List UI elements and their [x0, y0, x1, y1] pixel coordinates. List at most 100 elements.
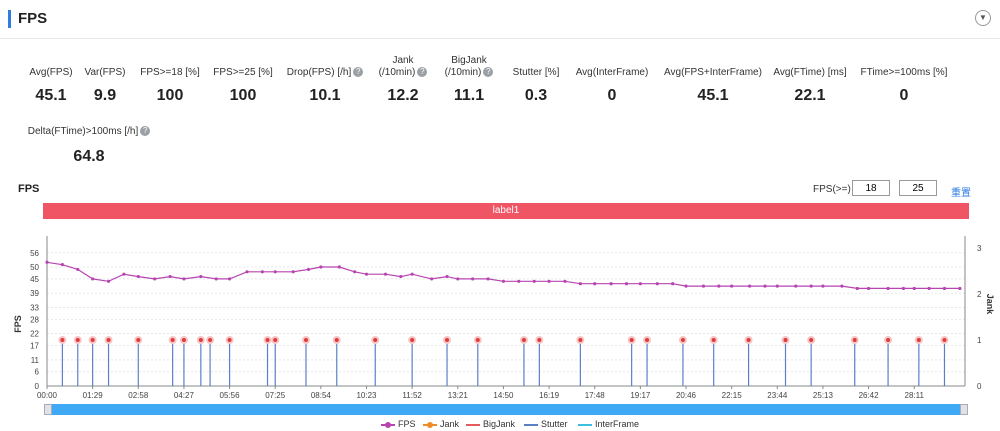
y-axis-left: 0 6 11 17 22 28 33 39 45 50 56: [30, 249, 39, 391]
fps-point: [901, 286, 906, 291]
fps-point: [273, 270, 277, 274]
fps-point: [547, 279, 551, 283]
legend-jank[interactable]: Jank: [423, 419, 459, 429]
metric-value: 0: [899, 87, 909, 104]
fps-point: [106, 279, 111, 283]
slider-handle-right[interactable]: [960, 404, 968, 415]
legend-fps[interactable]: FPS: [381, 419, 416, 429]
y-axis-right: 0 1 2 3: [977, 244, 982, 391]
metric-fps-25: FPS>=25 [%] 100: [208, 67, 278, 105]
help-icon[interactable]: ?: [483, 67, 494, 78]
x-tick-label: 11:52: [402, 391, 422, 400]
metric-value: 9.9: [93, 87, 117, 104]
legend-label: FPS: [398, 419, 416, 429]
x-tick-label: 25:13: [813, 391, 834, 400]
x-tick-label: 10:23: [356, 391, 377, 400]
jank-point: [410, 338, 415, 342]
legend-label: Jank: [440, 419, 460, 429]
jank-point: [90, 338, 95, 342]
fps-point: [445, 274, 449, 279]
jank-point: [680, 338, 685, 342]
fps-threshold-input-2[interactable]: [899, 180, 937, 196]
legend-bigjank[interactable]: BigJank: [466, 419, 515, 429]
time-range-slider[interactable]: [44, 404, 968, 415]
jank-point: [265, 338, 270, 342]
x-tick-label: 01:29: [83, 391, 104, 400]
jank-point: [170, 338, 175, 342]
jank-point: [629, 338, 634, 342]
fps-point: [182, 277, 186, 281]
chevron-down-icon[interactable]: ▼: [975, 10, 991, 26]
help-icon[interactable]: ?: [140, 126, 151, 137]
fps-point: [958, 286, 962, 291]
fps-threshold-input-1[interactable]: [852, 180, 890, 196]
fps-point: [886, 286, 890, 291]
fps-point: [399, 274, 403, 279]
fps-point: [122, 272, 126, 276]
x-tick-label: 26:42: [859, 391, 880, 400]
metric-value: 45.1: [35, 87, 67, 104]
jank-point: [106, 338, 111, 342]
fps-point: [153, 277, 157, 281]
jank-point: [136, 338, 141, 342]
x-tick-label: 19:17: [630, 391, 651, 400]
fps-point: [291, 270, 295, 274]
fps-point: [942, 286, 947, 291]
fps-point: [638, 282, 642, 286]
legend-stutter[interactable]: Stutter: [524, 419, 568, 429]
fps-point: [168, 274, 172, 279]
metric-value: 100: [229, 87, 257, 104]
x-tick-label: 28:11: [905, 391, 925, 400]
legend-interframe[interactable]: InterFrame: [578, 419, 639, 429]
metric-value: 12.2: [387, 87, 419, 104]
metric-value: 11.1: [453, 87, 485, 104]
fps-point: [730, 284, 734, 288]
y-tick-label: 11: [31, 356, 40, 365]
metric-label-line2: (/10min): [378, 67, 416, 78]
y-tick-label: 0: [35, 382, 40, 391]
help-icon[interactable]: ?: [417, 67, 428, 78]
metric-label: FPS>=25 [%]: [213, 67, 273, 78]
slider-handle-left[interactable]: [44, 404, 52, 415]
panel-header: FPS ▼: [0, 0, 1000, 39]
metric-value: 22.1: [794, 87, 826, 104]
y-tick-label: 17: [30, 342, 39, 351]
fps-point: [260, 270, 264, 274]
legend-swatch: [524, 423, 538, 426]
legend-label: InterFrame: [595, 419, 640, 429]
fps-point: [319, 265, 323, 269]
metric-value: 10.1: [309, 87, 341, 104]
help-icon[interactable]: ?: [353, 67, 364, 78]
fps-point: [578, 282, 582, 286]
metric-label: Avg(FTime) [ms]: [773, 67, 847, 78]
fps-point: [927, 286, 931, 291]
fps-point: [227, 277, 232, 281]
y-axis-right-label: Jank: [985, 294, 995, 316]
fps-point: [364, 272, 369, 276]
fps-point: [794, 284, 798, 288]
metric-value: 45.1: [697, 87, 729, 104]
fps-point: [840, 284, 844, 288]
metric-jank: Jank (/10min)? 12.2: [372, 55, 434, 105]
y-tick-label: 50: [30, 263, 39, 272]
metric-stutter: Stutter [%] 0.3: [507, 67, 565, 105]
label-band[interactable]: label1: [43, 203, 969, 219]
x-tick-label: 08:54: [311, 391, 332, 400]
fps-point: [855, 286, 859, 291]
legend-label: Stutter: [541, 419, 568, 429]
fps-point: [866, 286, 871, 291]
y-tick-label: 39: [30, 289, 39, 298]
fps-chart[interactable]: 0 6 11 17 22 28 33 39 45 50 56 0 1 2 3 00:00 01:29 02:5…: [0, 222, 1000, 412]
metric-value: 64.8: [73, 148, 105, 165]
jank-point: [809, 338, 814, 342]
legend-swatch: [466, 423, 480, 426]
jank-point: [373, 338, 378, 342]
metric-label-text: Delta(FTime)>100ms [/h]: [27, 126, 139, 137]
reset-link[interactable]: 重置: [951, 188, 971, 199]
fps-point: [593, 282, 597, 286]
metric-drop-fps: Drop(FPS) [/h]? 10.1: [282, 67, 368, 105]
x-tick-label: 17:48: [585, 391, 606, 400]
metric-label-text: Drop(FPS) [/h]: [286, 67, 352, 78]
metric-value: 100: [156, 87, 184, 104]
jank-point: [75, 338, 80, 342]
